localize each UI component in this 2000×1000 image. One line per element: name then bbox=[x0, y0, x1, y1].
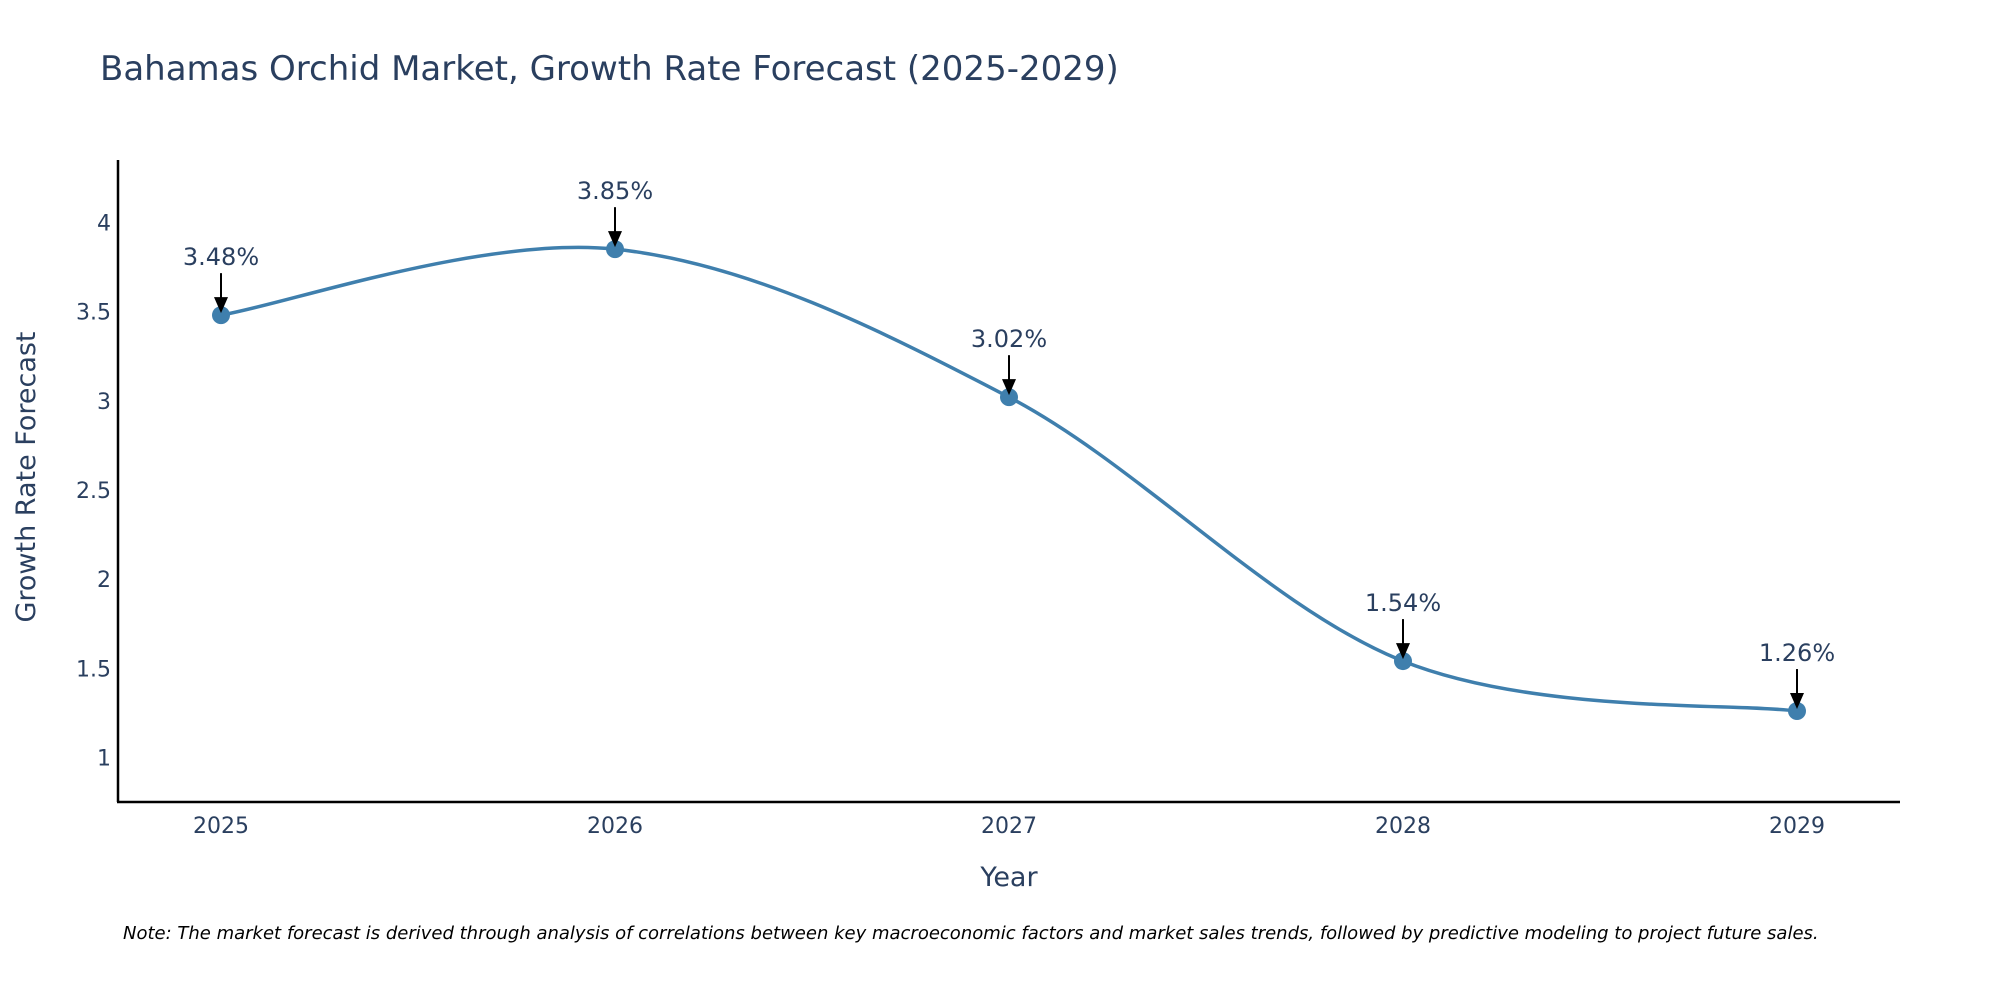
y-tick-label: 2 bbox=[97, 568, 111, 593]
x-tick-label: 2026 bbox=[587, 814, 643, 839]
data-label-2027: 3.02% bbox=[971, 325, 1047, 353]
series-markers bbox=[212, 240, 1806, 721]
x-tick-label: 2028 bbox=[1375, 814, 1431, 839]
y-tick-label: 3.5 bbox=[76, 301, 111, 326]
y-tick-label: 4 bbox=[97, 211, 111, 236]
annotation-arrow-head bbox=[1790, 693, 1804, 710]
y-tick-label: 2.5 bbox=[76, 479, 111, 504]
y-tick-label: 1.5 bbox=[76, 657, 111, 682]
data-label-2026: 3.85% bbox=[577, 177, 653, 205]
data-label-2029: 1.26% bbox=[1759, 639, 1835, 667]
data-point-2028 bbox=[1394, 652, 1412, 671]
x-tick-label: 2027 bbox=[981, 814, 1037, 839]
x-axis-ticks: 2025 2026 2027 2028 2029 bbox=[193, 814, 1825, 839]
chart-title: Bahamas Orchid Market, Growth Rate Forec… bbox=[100, 49, 1119, 89]
x-tick-label: 2029 bbox=[1769, 814, 1825, 839]
chart-note: Note: The market forecast is derived thr… bbox=[123, 923, 1819, 944]
annotation-arrow-head bbox=[214, 297, 228, 314]
y-tick-label: 1 bbox=[97, 746, 111, 771]
annotation-arrow-head bbox=[1396, 643, 1410, 660]
data-label-annotations: 3.48% 3.85% 3.02% 1.54% 1.26% bbox=[183, 177, 1835, 710]
y-axis-ticks: 1 1.5 2 2.5 3 3.5 4 bbox=[76, 211, 111, 771]
data-point-2025 bbox=[212, 306, 230, 325]
data-label-2025: 3.48% bbox=[183, 243, 259, 271]
annotation-arrow-head bbox=[608, 231, 622, 248]
data-point-2026 bbox=[606, 240, 624, 259]
x-tick-label: 2025 bbox=[193, 814, 249, 839]
data-point-2027 bbox=[1000, 388, 1018, 407]
data-label-2028: 1.54% bbox=[1365, 589, 1441, 617]
y-tick-label: 3 bbox=[97, 390, 111, 415]
data-point-2029 bbox=[1788, 702, 1806, 721]
x-axis-title: Year bbox=[979, 862, 1038, 893]
y-axis-title: Growth Rate Forecast bbox=[11, 331, 42, 622]
annotation-arrow-head bbox=[1002, 379, 1016, 396]
